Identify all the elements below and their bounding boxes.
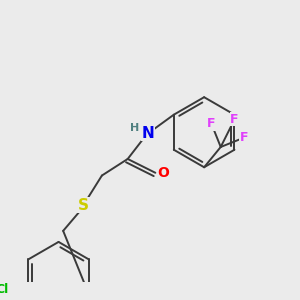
Text: N: N	[142, 126, 154, 141]
Text: H: H	[130, 123, 140, 133]
Text: O: O	[158, 166, 170, 180]
Text: F: F	[230, 113, 239, 126]
Text: F: F	[239, 131, 248, 144]
Text: F: F	[207, 117, 216, 130]
Text: S: S	[78, 197, 89, 212]
Text: Cl: Cl	[0, 284, 9, 296]
